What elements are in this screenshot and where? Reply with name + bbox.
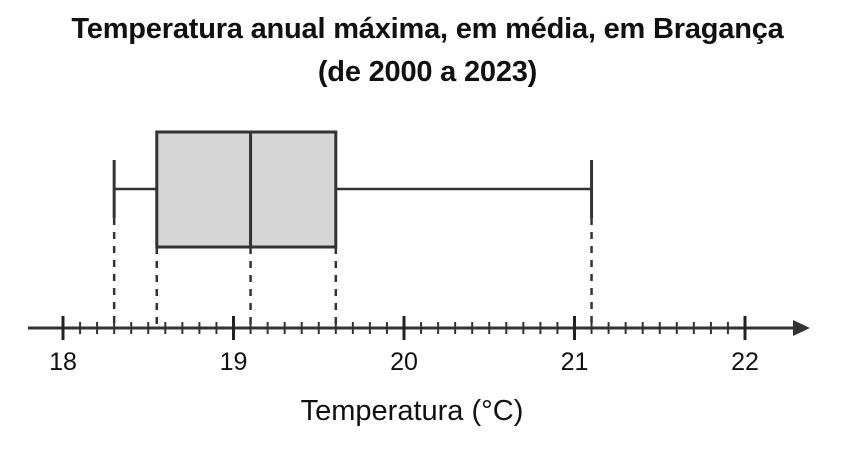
x-axis: 18 19 20 21 22 — [28, 316, 810, 376]
tick-label: 21 — [561, 348, 589, 376]
iqr-box — [155, 130, 338, 249]
boxplot — [112, 130, 594, 328]
tick-label: 19 — [220, 348, 248, 376]
chart-title: Temperatura anual máxima, em média, em B… — [71, 13, 784, 45]
chart-subtitle: (de 2000 a 2023) — [317, 56, 538, 88]
x-axis-title: Temperatura (°C) — [301, 395, 524, 427]
tick-label: 18 — [49, 348, 77, 376]
tick-label: 22 — [731, 348, 759, 376]
tick-label: 20 — [390, 348, 418, 376]
x-axis-arrow-icon — [793, 320, 810, 336]
